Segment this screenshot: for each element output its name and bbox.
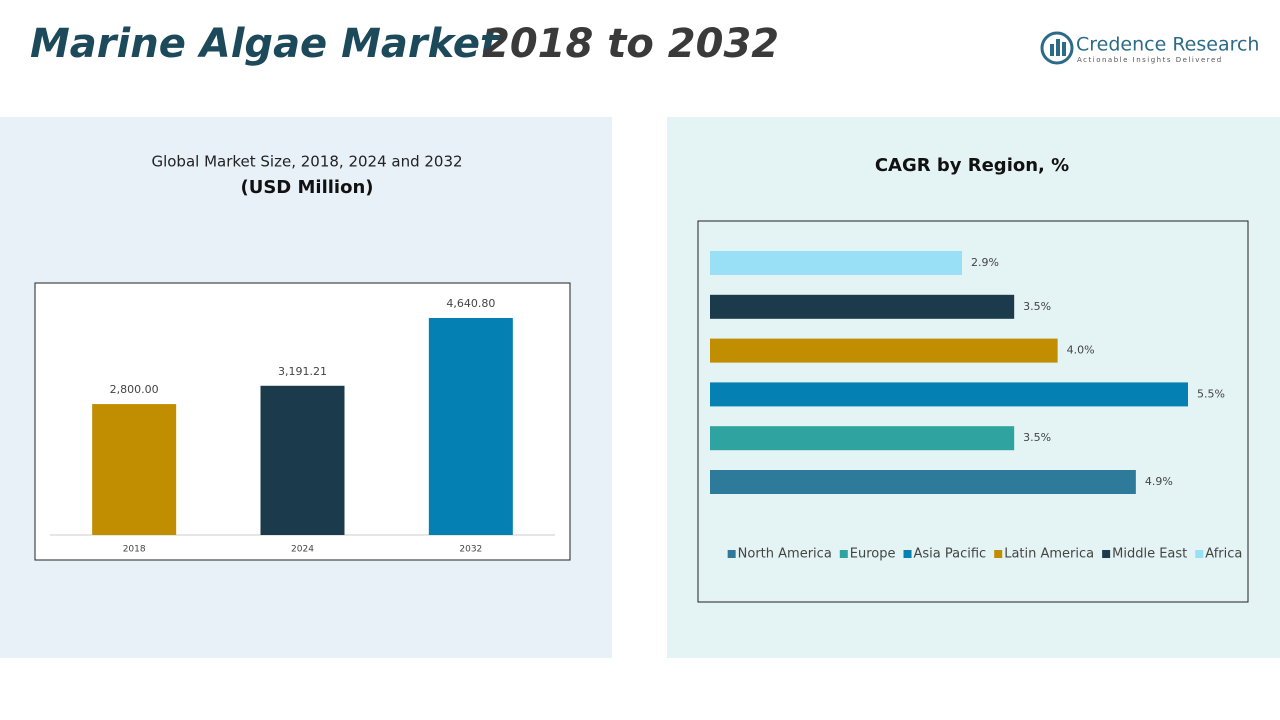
value-label: 3.5%	[1023, 300, 1051, 313]
bar	[710, 382, 1188, 407]
bar	[710, 294, 1015, 319]
value-label: 3.5%	[1023, 431, 1051, 444]
value-label: 3,191.21	[278, 365, 327, 378]
legend: North America Europe Asia Pacific Latin Ame…	[727, 547, 1242, 562]
legend-swatch	[994, 550, 1003, 558]
value-label: 2,800.00	[110, 383, 159, 396]
logo-icon-bar	[1062, 42, 1066, 56]
value-label: 2.9%	[971, 256, 999, 269]
title-years: 2018 to 2032	[482, 21, 779, 67]
value-label: 4.0%	[1067, 344, 1095, 357]
bar	[710, 338, 1058, 363]
chart-frame	[697, 220, 1249, 603]
value-label: 5.5%	[1197, 387, 1225, 400]
value-label: 4,640.80	[446, 297, 495, 310]
bar	[710, 470, 1136, 494]
bar	[710, 251, 963, 275]
chart-title: Global Market Size, 2018, 2024 and 2032	[151, 153, 462, 171]
legend-label: Europe	[850, 547, 896, 562]
x-tick-label: 2024	[291, 545, 314, 555]
chart-subtitle: (USD Million)	[240, 177, 373, 198]
legend-label: Latin America	[1004, 547, 1094, 562]
value-label: 4.9%	[1145, 475, 1173, 488]
legend-label: Middle East	[1112, 547, 1187, 562]
bar	[710, 426, 1015, 451]
x-tick-label: 2032	[459, 545, 482, 555]
legend-swatch	[1102, 550, 1111, 558]
bar	[92, 404, 177, 535]
logo-icon	[1040, 31, 1074, 65]
legend-label: North America	[738, 547, 832, 562]
logo-tagline: Actionable Insights Delivered	[1077, 56, 1223, 64]
bar	[260, 385, 345, 535]
logo-icon-bar	[1050, 44, 1054, 56]
logo-name: Credence Research	[1076, 34, 1259, 56]
logo-icon-bar	[1056, 39, 1060, 56]
legend-label: Asia Pacific	[914, 547, 987, 562]
legend-swatch	[1195, 550, 1204, 558]
title-main: Marine Algae Market	[30, 21, 501, 67]
x-tick-label: 2018	[123, 545, 146, 555]
legend-swatch	[839, 550, 848, 558]
bar	[428, 318, 513, 535]
chart-title: CAGR by Region, %	[875, 155, 1069, 176]
legend-label: Africa	[1205, 547, 1242, 562]
legend-swatch	[727, 550, 736, 558]
logo: Credence Research Actionable Insights De…	[1040, 31, 1259, 65]
legend-swatch	[903, 550, 912, 558]
